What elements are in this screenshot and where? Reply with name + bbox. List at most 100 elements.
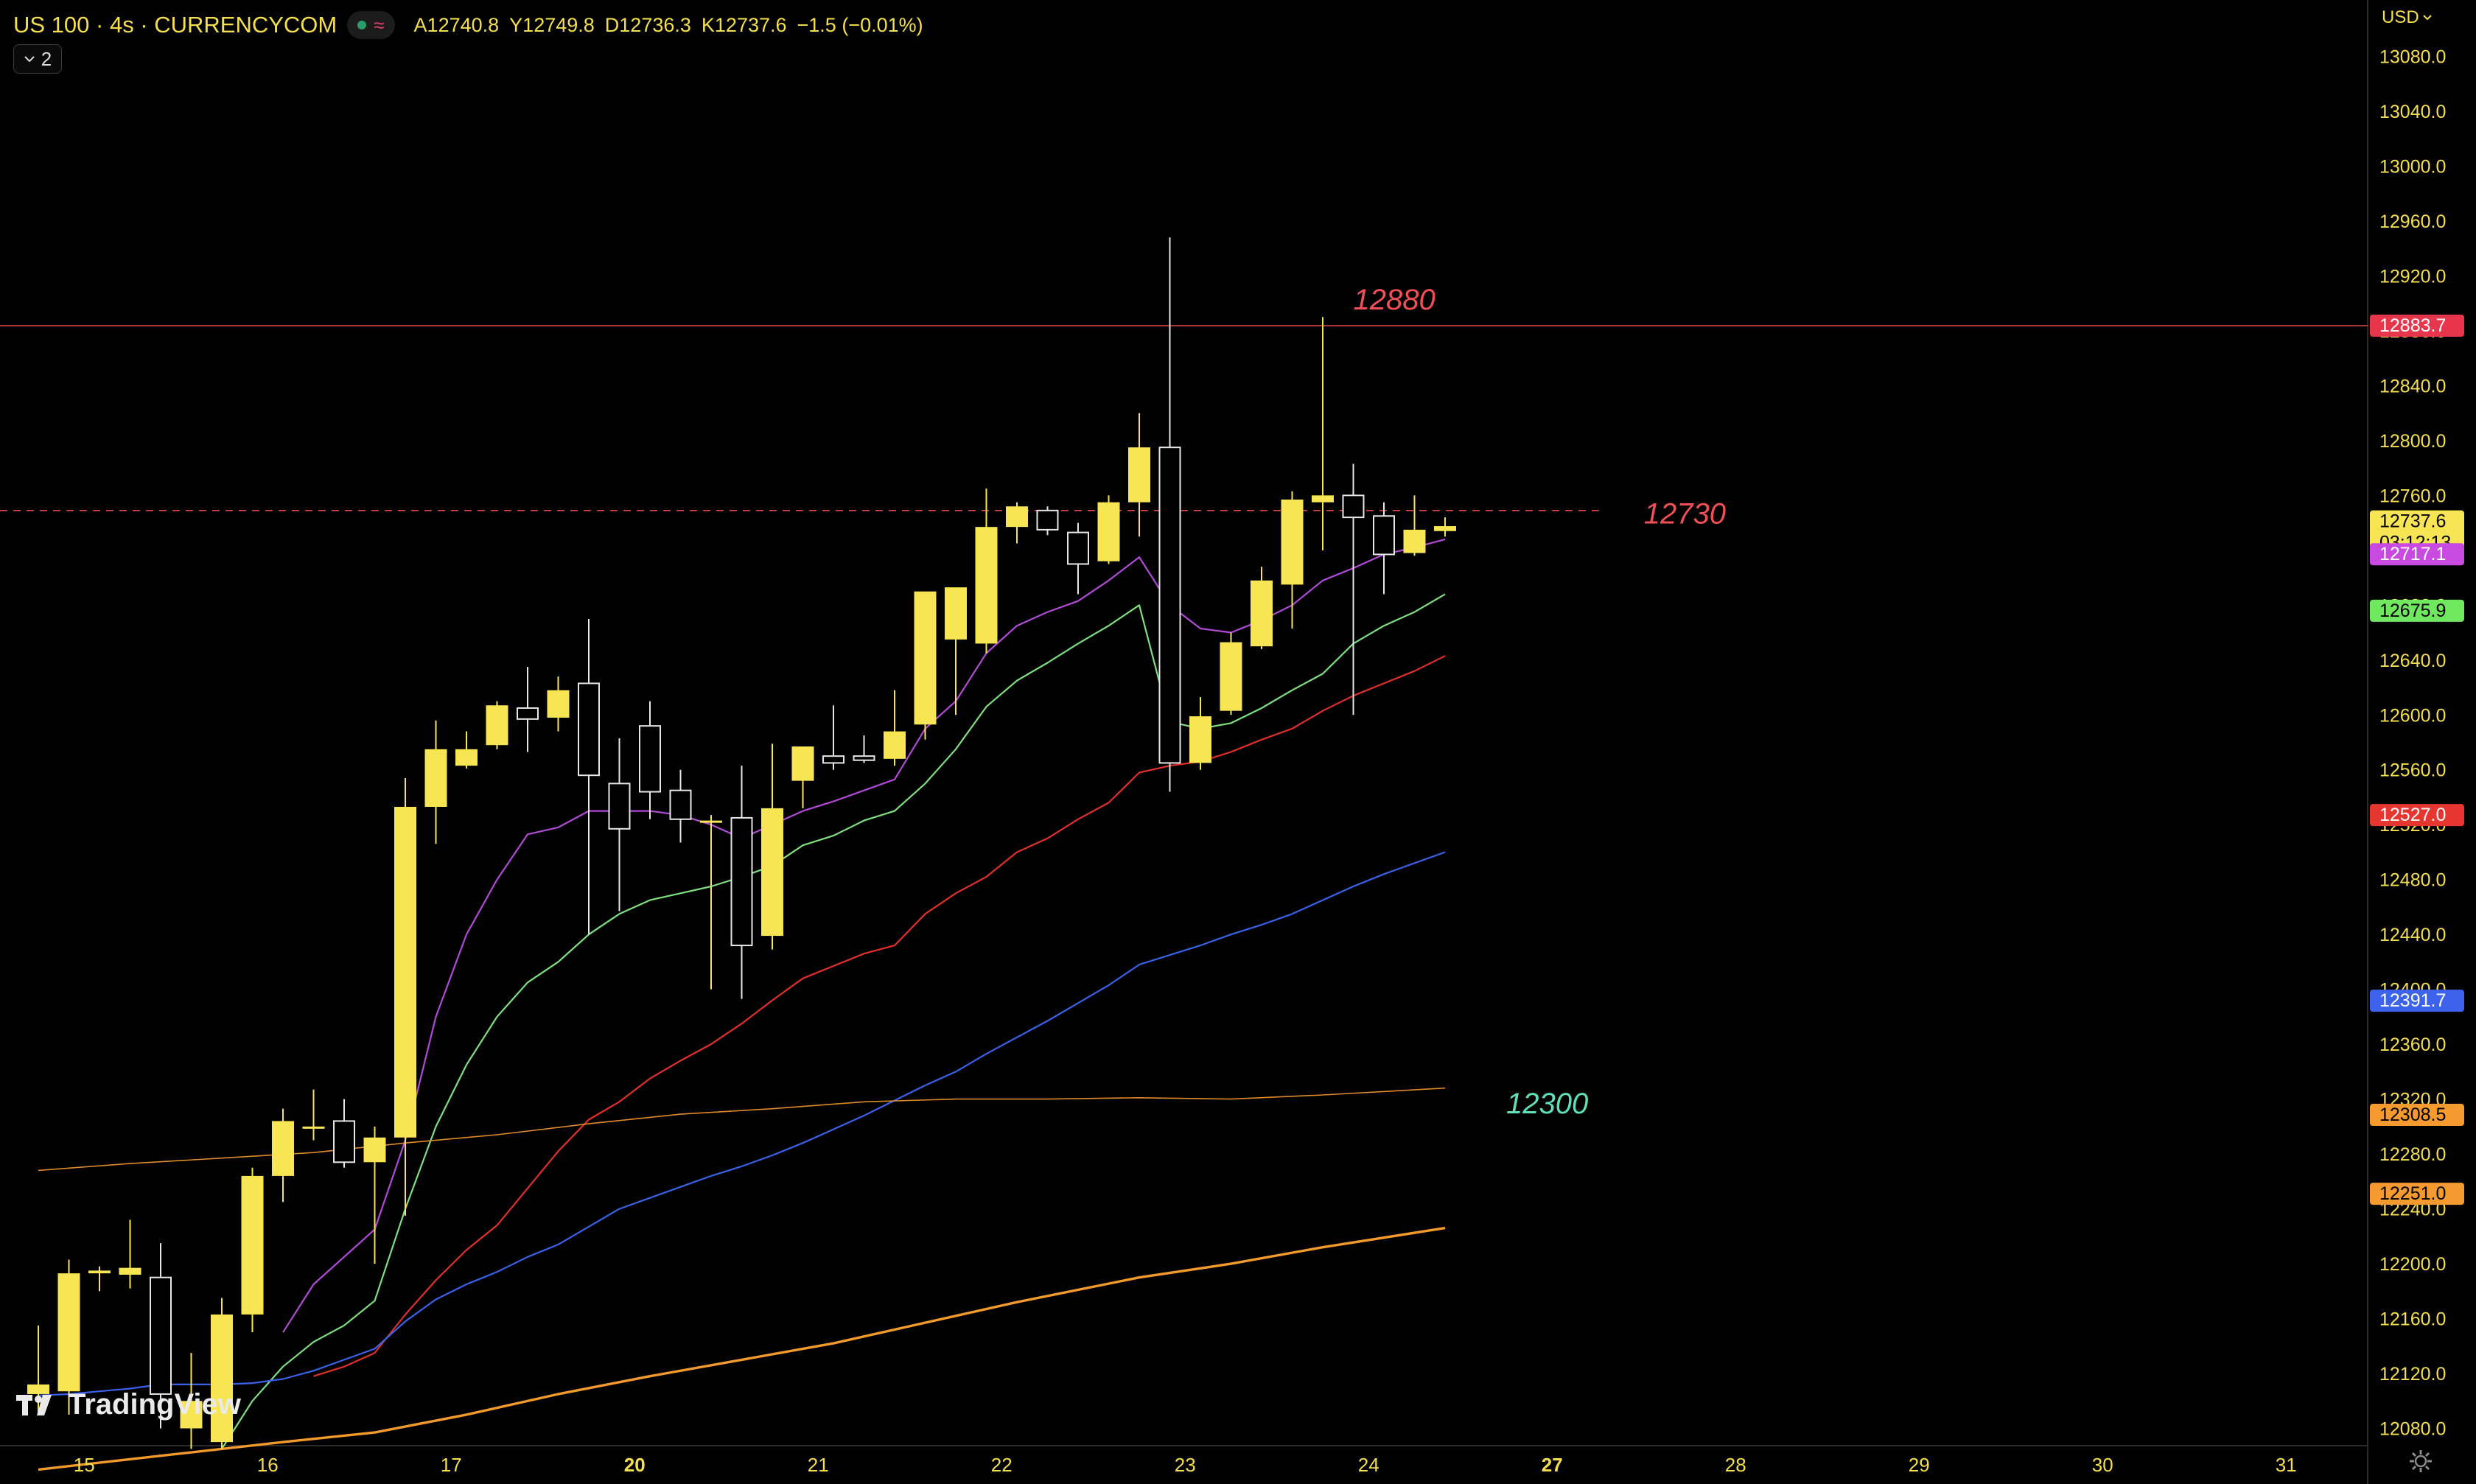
price-tag-value: 12391.7 bbox=[2379, 990, 2446, 1011]
ema-line-4 bbox=[38, 1087, 1446, 1172]
price-tick-label: 13080.0 bbox=[2379, 47, 2446, 68]
price-tick-label: 12440.0 bbox=[2379, 925, 2446, 945]
candle-body bbox=[669, 789, 692, 820]
candle bbox=[1128, 413, 1150, 537]
candle bbox=[669, 769, 692, 843]
candle-body bbox=[700, 820, 722, 823]
price-tag-value: 12717.1 bbox=[2379, 544, 2446, 564]
candle bbox=[761, 743, 783, 950]
candle-body bbox=[150, 1276, 172, 1395]
price-tick-label: 13040.0 bbox=[2379, 102, 2446, 122]
price-tag: 12251.0 bbox=[2370, 1183, 2464, 1205]
candle-body bbox=[455, 749, 478, 766]
candle-body bbox=[1006, 506, 1028, 528]
time-tick-label: 24 bbox=[1358, 1454, 1379, 1476]
price-tag-bg bbox=[2370, 1104, 2464, 1127]
candle-body bbox=[394, 807, 416, 1138]
price-tick-label: 12640.0 bbox=[2379, 651, 2446, 671]
ohlc-values: A12740.8 Y12749.8 D12736.3 K12737.6 −1.5… bbox=[414, 14, 923, 37]
candle-body bbox=[1403, 529, 1426, 553]
price-tag: 12308.5 bbox=[2370, 1104, 2464, 1127]
candle-body bbox=[1281, 499, 1304, 585]
market-status[interactable]: ≈ bbox=[347, 11, 395, 39]
time-tick-label: 17 bbox=[441, 1454, 462, 1476]
candle-body bbox=[1251, 580, 1273, 647]
annotations: 12880 12730 12300 bbox=[1354, 284, 1726, 1120]
price-tags: 12883.712737.603:12:1312717.112675.91252… bbox=[2370, 315, 2464, 1205]
candle bbox=[486, 701, 508, 749]
time-tick-label: 23 bbox=[1175, 1454, 1196, 1476]
candle bbox=[150, 1243, 172, 1429]
candle bbox=[1067, 522, 1089, 595]
candle-body bbox=[761, 808, 783, 937]
ohlc-close: K12737.6 bbox=[701, 13, 787, 36]
ohlc-low: D12736.3 bbox=[604, 13, 691, 36]
indicators-toggle-button[interactable]: 2 bbox=[13, 44, 62, 74]
candle-body bbox=[914, 591, 937, 725]
candle bbox=[578, 618, 600, 935]
price-tick-label: 12960.0 bbox=[2379, 211, 2446, 232]
price-annotation: 12880 bbox=[1354, 284, 1435, 316]
candle bbox=[1312, 317, 1334, 550]
price-tick-label: 12280.0 bbox=[2379, 1144, 2446, 1165]
candle bbox=[333, 1099, 355, 1168]
currency-selector[interactable]: USD bbox=[2382, 7, 2433, 28]
candle-body bbox=[1158, 447, 1181, 764]
candle bbox=[853, 735, 875, 763]
price-tag-bg bbox=[2370, 804, 2464, 827]
time-tick-label: 21 bbox=[808, 1454, 829, 1476]
candle-body bbox=[241, 1175, 264, 1315]
horizontal-lines bbox=[0, 325, 2368, 511]
price-tag-bg bbox=[2370, 1183, 2464, 1205]
candle-body bbox=[57, 1273, 80, 1392]
candle-body bbox=[1128, 447, 1150, 503]
time-tick-label: 15 bbox=[74, 1454, 95, 1476]
candle bbox=[211, 1298, 233, 1449]
candle bbox=[700, 815, 722, 990]
candle bbox=[914, 591, 937, 740]
candle bbox=[547, 676, 570, 732]
price-tick-label: 12160.0 bbox=[2379, 1309, 2446, 1330]
tradingview-logo[interactable]: TradingView bbox=[16, 1388, 241, 1421]
price-tag: 12883.7 bbox=[2370, 315, 2464, 337]
chevron-down-icon bbox=[2422, 15, 2432, 21]
price-tick-label: 12120.0 bbox=[2379, 1364, 2446, 1385]
price-tag-bg bbox=[2370, 543, 2464, 566]
gear-icon[interactable] bbox=[2408, 1449, 2433, 1480]
candle-body bbox=[486, 705, 508, 746]
candle bbox=[455, 731, 478, 769]
candle bbox=[884, 690, 906, 766]
price-tag-value: 12883.7 bbox=[2379, 315, 2446, 336]
candle bbox=[1342, 463, 1365, 715]
symbol-title[interactable]: US 100 · 4s · CURRENCYCOM bbox=[13, 12, 338, 38]
price-tag: 12675.9 bbox=[2370, 599, 2464, 622]
candle-body bbox=[1067, 531, 1089, 565]
candle-body bbox=[88, 1270, 111, 1274]
candle bbox=[1189, 697, 1211, 770]
ema-line-5 bbox=[38, 1226, 1446, 1471]
price-tick-label: 12560.0 bbox=[2379, 760, 2446, 781]
candle bbox=[1158, 237, 1181, 792]
candle-body bbox=[424, 749, 447, 808]
price-tick-label: 12840.0 bbox=[2379, 376, 2446, 396]
chevron-down-icon bbox=[24, 56, 35, 63]
candle-body bbox=[211, 1314, 233, 1443]
candle-body bbox=[1373, 515, 1395, 556]
candle bbox=[394, 777, 416, 1216]
candle-body bbox=[1097, 502, 1120, 561]
price-tag-value: 12737.6 bbox=[2379, 511, 2446, 532]
candle-body bbox=[639, 725, 661, 793]
ema-line-3 bbox=[38, 851, 1446, 1396]
time-tick-label: 20 bbox=[624, 1454, 646, 1476]
price-tick-label: 13000.0 bbox=[2379, 156, 2446, 177]
price-tag-bg bbox=[2370, 599, 2464, 622]
time-tick-label: 16 bbox=[257, 1454, 279, 1476]
time-axis[interactable]: 15 16 17 20 21 22 23 24 27 28 29 30 31 bbox=[74, 1454, 2297, 1476]
candle bbox=[1006, 502, 1028, 544]
tradingview-logo-icon bbox=[16, 1394, 52, 1415]
price-tick-label: 12080.0 bbox=[2379, 1419, 2446, 1440]
ema-line-1 bbox=[221, 593, 1446, 1449]
candle-body bbox=[547, 690, 570, 718]
candle bbox=[517, 667, 539, 752]
